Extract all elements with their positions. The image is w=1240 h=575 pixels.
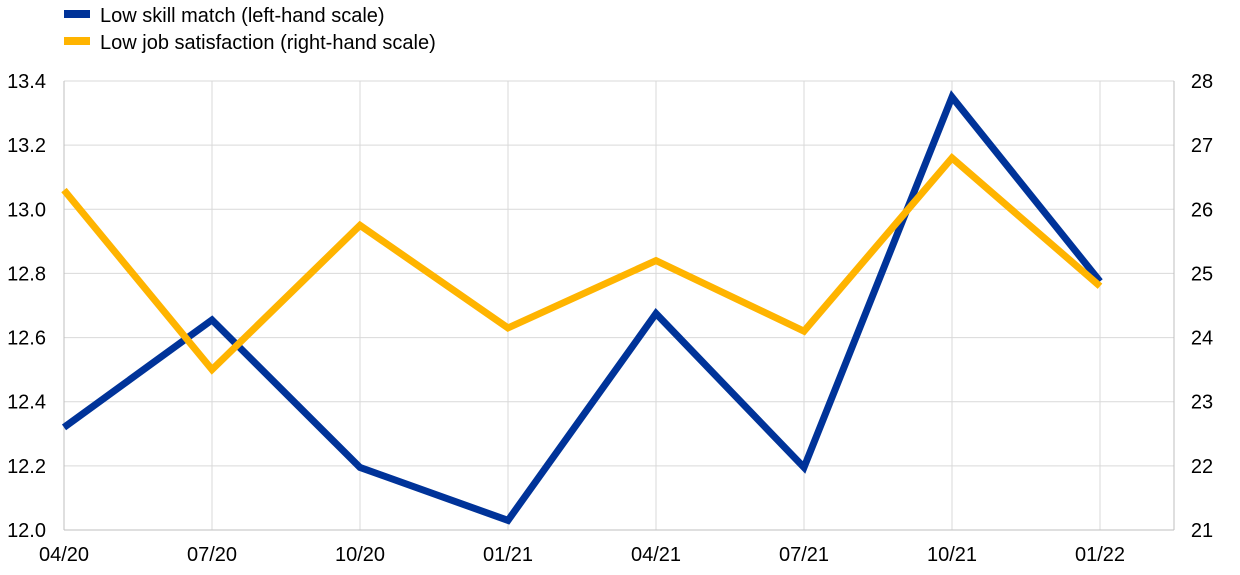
- x-tick-label: 01/21: [483, 544, 533, 566]
- right-tick-label: 26: [1191, 199, 1213, 221]
- left-axis-ticks: 12.0 12.2 12.4 12.6 12.8 13.0 13.2 13.4: [7, 71, 46, 542]
- x-tick-label: 10/20: [335, 544, 385, 566]
- right-tick-label: 21: [1191, 520, 1213, 542]
- right-tick-label: 22: [1191, 456, 1213, 478]
- legend-swatch-skill-match: [64, 10, 90, 18]
- legend-swatch-job-satisfaction: [64, 37, 90, 45]
- left-tick-label: 12.0: [7, 520, 46, 542]
- x-tick-label: 10/21: [927, 544, 977, 566]
- left-tick-label: 12.2: [7, 456, 46, 478]
- legend: Low skill match (left-hand scale) Low jo…: [64, 5, 436, 54]
- left-tick-label: 13.0: [7, 199, 46, 221]
- series-line-skill-match: [61, 90, 1103, 525]
- right-tick-label: 23: [1191, 392, 1213, 414]
- left-tick-label: 13.2: [7, 135, 46, 157]
- axes: [63, 81, 1175, 531]
- left-tick-label: 13.4: [7, 71, 46, 93]
- x-tick-label: 04/21: [631, 544, 681, 566]
- left-tick-label: 12.8: [7, 263, 46, 285]
- gridlines: [64, 80, 1174, 530]
- x-tick-label: 04/20: [39, 544, 89, 566]
- legend-label-job-satisfaction: Low job satisfaction (right-hand scale): [100, 32, 436, 54]
- x-tick-label: 07/21: [779, 544, 829, 566]
- right-axis-ticks: 21 22 23 24 25 26 27 28: [1191, 71, 1213, 542]
- legend-label-skill-match: Low skill match (left-hand scale): [100, 5, 385, 27]
- right-tick-label: 25: [1191, 263, 1213, 285]
- x-tick-label: 07/20: [187, 544, 237, 566]
- right-tick-label: 28: [1191, 71, 1213, 93]
- x-axis-ticks: 04/20 07/20 10/20 01/21 04/21 07/21 10/21 01/22: [39, 544, 1125, 566]
- left-tick-label: 12.4: [7, 392, 46, 414]
- x-tick-label: 01/22: [1075, 544, 1125, 566]
- right-tick-label: 24: [1191, 328, 1213, 350]
- right-tick-label: 27: [1191, 135, 1213, 157]
- left-tick-label: 12.6: [7, 328, 46, 350]
- series-line-job-satisfaction: [61, 153, 1103, 375]
- series-lines: [61, 90, 1103, 525]
